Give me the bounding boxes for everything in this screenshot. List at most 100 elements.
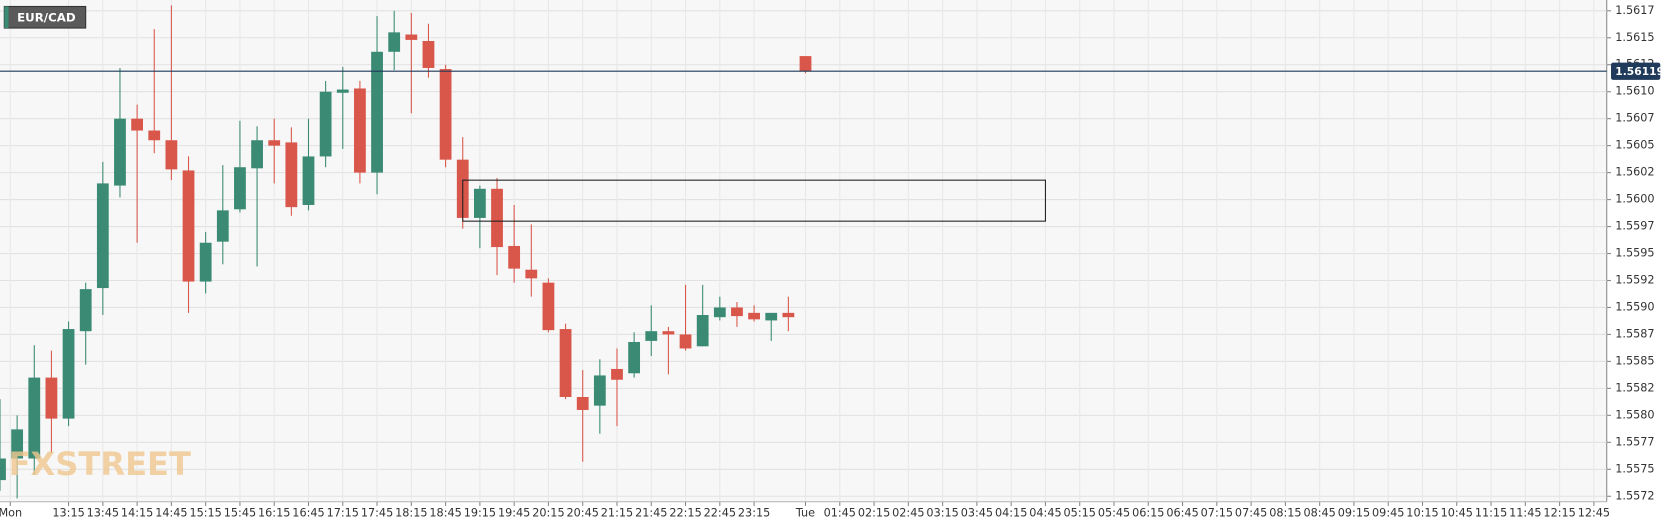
- y-tick-label: 1.5617: [1615, 4, 1654, 17]
- y-tick-label: 1.5577: [1615, 435, 1654, 448]
- current-price-label: 1.56119: [1615, 65, 1664, 78]
- plot-background: [0, 0, 1607, 502]
- candle-body: [508, 245, 521, 269]
- x-tick-label: 04:15: [995, 507, 1027, 520]
- y-tick-label: 1.5602: [1615, 166, 1654, 179]
- x-tick-label: 18:15: [395, 507, 427, 520]
- x-tick-label: 02:45: [892, 507, 924, 520]
- x-tick-label: 17:45: [361, 507, 393, 520]
- candle-body: [439, 69, 452, 160]
- x-tick-label: 17:15: [327, 507, 359, 520]
- candle-body: [696, 315, 709, 347]
- candle-body: [542, 282, 555, 331]
- y-tick-label: 1.5575: [1615, 462, 1654, 475]
- x-tick-label: 22:45: [704, 507, 736, 520]
- x-tick-label: Tue: [795, 507, 815, 520]
- x-tick-label: 01:45: [824, 507, 856, 520]
- y-tick-label: 1.5592: [1615, 273, 1654, 286]
- y-tick-label: 1.5572: [1615, 489, 1654, 502]
- candle-body: [96, 183, 109, 289]
- x-tick-label: 16:15: [258, 507, 290, 520]
- x-tick-label: 12:45: [1578, 507, 1610, 520]
- candle-body: [251, 140, 263, 169]
- candle-body: [748, 312, 760, 320]
- candle-body: [388, 32, 401, 52]
- x-tick-label: 15:15: [189, 507, 221, 520]
- y-tick-label: 1.5615: [1615, 31, 1654, 44]
- x-tick-label: 15:45: [224, 507, 256, 520]
- candle-body: [114, 118, 126, 186]
- y-tick-label: 1.5590: [1615, 300, 1654, 313]
- x-tick-label: 11:45: [1509, 507, 1541, 520]
- candle-body: [662, 331, 675, 335]
- x-tick-label: 21:45: [635, 507, 667, 520]
- y-tick-label: 1.5600: [1615, 193, 1654, 206]
- x-tick-label: 20:45: [567, 507, 599, 520]
- candle-body: [473, 188, 486, 218]
- candle-body: [165, 140, 178, 170]
- current-price-box: [1611, 62, 1661, 80]
- x-tick-label: 07:45: [1235, 507, 1267, 520]
- y-tick-label: 1.5580: [1615, 408, 1654, 421]
- candles: [0, 5, 1607, 499]
- x-tick-label: 07:15: [1201, 507, 1233, 520]
- candle-body: [11, 429, 24, 459]
- candle-body: [799, 56, 812, 72]
- annotation-rectangle: [462, 179, 1046, 222]
- y-tick-label: 1.5610: [1615, 85, 1654, 98]
- x-tick-label: 18:45: [429, 507, 461, 520]
- x-tick-label: 12:15: [1543, 507, 1575, 520]
- x-tick-label: 19:45: [498, 507, 530, 520]
- y-tick-label: 1.5585: [1615, 354, 1654, 367]
- y-tick-label: 1.5587: [1615, 327, 1654, 340]
- x-tick-label: 06:15: [1132, 507, 1164, 520]
- x-tick-label: 14:15: [121, 507, 153, 520]
- candle-body: [199, 242, 212, 282]
- x-tick-label: 08:15: [1269, 507, 1301, 520]
- candle-body: [679, 334, 692, 349]
- x-tick-label: 14:45: [155, 507, 187, 520]
- candle-body: [28, 377, 41, 459]
- candle-body: [354, 88, 366, 173]
- chart-title: EUR/CAD: [17, 10, 76, 24]
- candle-body: [765, 312, 778, 321]
- candle-body: [713, 307, 726, 318]
- candle-body: [285, 142, 298, 208]
- candle-body: [628, 341, 641, 374]
- x-tick-label: 09:15: [1338, 507, 1370, 520]
- candle-body: [268, 140, 281, 146]
- candle-body: [371, 51, 383, 173]
- x-tick-label: 05:45: [1098, 507, 1130, 520]
- y-tick-label: 1.5595: [1615, 247, 1654, 260]
- candle-body: [559, 329, 572, 398]
- x-tick-label: 05:15: [1064, 507, 1096, 520]
- candle-body: [79, 289, 92, 332]
- candle-body: [302, 156, 315, 205]
- candle-body: [182, 170, 195, 282]
- candle-body: [131, 118, 143, 131]
- x-tick-label: 10:45: [1441, 507, 1473, 520]
- x-tick-label: 03:15: [926, 507, 958, 520]
- watermark: FXSTREET: [9, 445, 191, 483]
- x-tick-label: 23:15: [738, 507, 770, 520]
- candle-body: [576, 397, 589, 410]
- candle-body: [645, 331, 658, 341]
- candle-body: [593, 375, 606, 406]
- candle-body: [731, 307, 743, 317]
- candle-body: [611, 368, 623, 380]
- candle-body: [525, 269, 538, 279]
- x-tick-label: 13:15: [52, 507, 84, 520]
- y-tick-label: 1.5607: [1615, 112, 1654, 125]
- candle-body: [45, 377, 58, 419]
- candle-body: [319, 91, 332, 157]
- candle-body: [405, 34, 418, 40]
- x-tick-label: 20:15: [532, 507, 564, 520]
- candle-body: [216, 210, 229, 242]
- candle-body: [336, 89, 349, 93]
- candle-body: [422, 40, 435, 68]
- x-tick-label: 02:15: [858, 507, 890, 520]
- y-tick-label: 1.5582: [1615, 381, 1654, 394]
- candle-body: [491, 188, 503, 248]
